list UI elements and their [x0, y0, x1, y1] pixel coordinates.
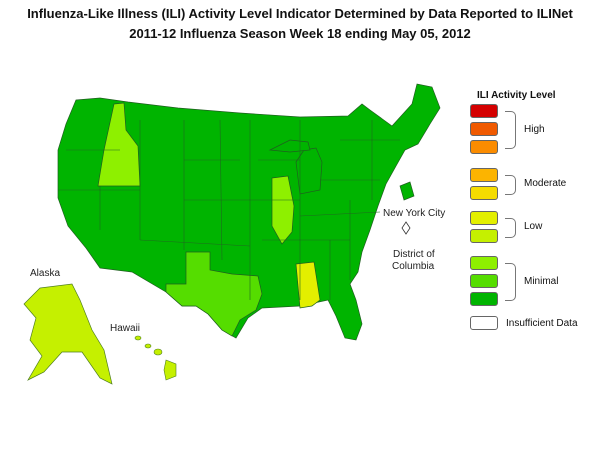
- swatch-level-5: [470, 211, 498, 225]
- contiguous-us: [57, 83, 441, 341]
- map-title: Influenza-Like Illness (ILI) Activity Le…: [27, 6, 573, 21]
- nyc-label: New York City: [383, 208, 445, 219]
- legend-label-minimal: Minimal: [524, 276, 559, 287]
- alaska: [23, 283, 113, 385]
- bracket-low: [505, 218, 516, 238]
- swatch-level-4: [470, 229, 498, 243]
- legend-title: ILI Activity Level: [477, 90, 556, 101]
- hawaii-label: Hawaii: [110, 323, 140, 334]
- map-subtitle: 2011-12 Influenza Season Week 18 ending …: [129, 26, 471, 41]
- idaho: [97, 102, 141, 187]
- legend-label-insufficient: Insufficient Data: [506, 318, 578, 329]
- swatch-level-6: [470, 186, 498, 200]
- nyc-marker: [399, 181, 415, 201]
- legend-label-low: Low: [524, 221, 543, 232]
- swatch-level-3: [470, 256, 498, 270]
- hawaii: [134, 335, 177, 381]
- dc-marker: [401, 221, 411, 235]
- swatch-level-2: [470, 274, 498, 288]
- alaska-label: Alaska: [30, 268, 60, 279]
- bracket-moderate: [505, 175, 516, 195]
- swatch-level-9: [470, 122, 498, 136]
- swatch-level-10: [470, 104, 498, 118]
- alabama: [295, 261, 321, 309]
- swatch-level-7: [470, 168, 498, 182]
- swatch-level-1: [470, 292, 498, 306]
- legend-label-high: High: [524, 124, 545, 135]
- swatch-insufficient: [470, 316, 498, 330]
- bracket-high: [505, 111, 516, 149]
- dc-label-line2: Columbia: [392, 261, 435, 272]
- dc-label-line1: District of: [393, 249, 435, 260]
- swatch-level-8: [470, 140, 498, 154]
- illinois: [271, 175, 295, 245]
- texas: [165, 251, 263, 337]
- legend-label-moderate: Moderate: [524, 178, 567, 189]
- bracket-minimal: [505, 263, 516, 301]
